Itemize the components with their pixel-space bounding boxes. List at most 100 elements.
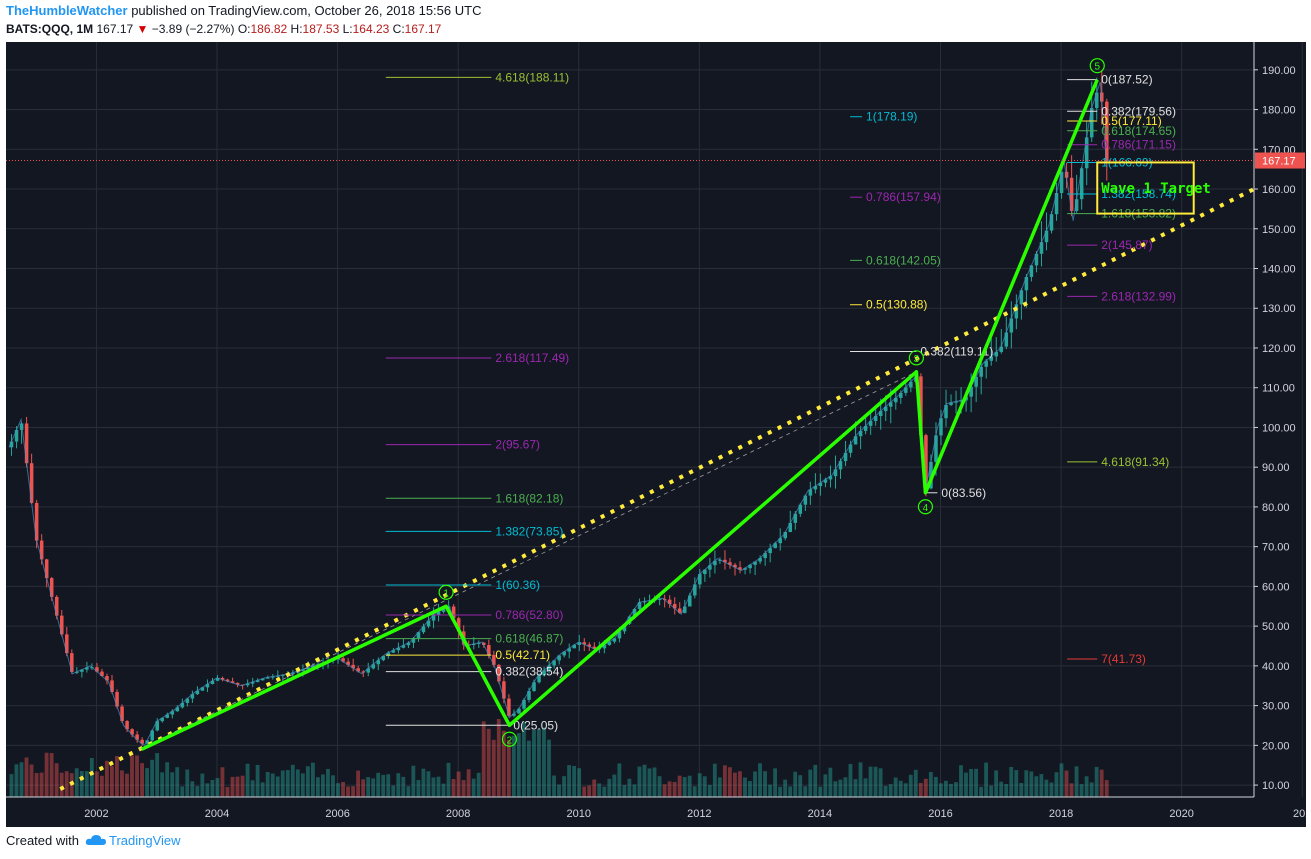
- candle-body: [1029, 265, 1034, 277]
- volume-bar: [768, 784, 772, 797]
- volume-bar: [175, 767, 180, 797]
- candle-body: [959, 400, 963, 402]
- y-tick-label: 110.00: [1262, 383, 1295, 395]
- y-tick-label: 150.00: [1262, 224, 1296, 236]
- candle-body: [517, 708, 521, 714]
- volume-bar: [260, 782, 265, 797]
- candle-body: [14, 429, 19, 442]
- volume-bar: [245, 763, 250, 797]
- volume-bar: [195, 786, 200, 797]
- candle-body: [130, 729, 134, 735]
- candle-body: [1074, 199, 1079, 211]
- volume-bar: [1079, 784, 1084, 797]
- volume-bar: [868, 766, 873, 797]
- candle-body: [406, 642, 411, 646]
- candle-body: [436, 611, 441, 615]
- volume-bar: [933, 776, 938, 797]
- volume-bar: [727, 767, 732, 797]
- candle-body: [24, 423, 29, 464]
- volume-bar: [476, 772, 481, 797]
- candle-body: [758, 558, 762, 562]
- wave-marker: [501, 731, 518, 747]
- y-tick-label: 60.00: [1262, 581, 1290, 593]
- candle-body: [562, 651, 566, 656]
- volume-bar: [481, 721, 486, 797]
- fib-label: 0.786(171.15): [1101, 138, 1176, 152]
- volume-bar: [883, 785, 888, 797]
- fib-label: 0(187.52): [1101, 73, 1152, 87]
- volume-bar: [808, 769, 813, 797]
- candle-body: [34, 502, 39, 541]
- candle-body: [793, 513, 798, 523]
- candle-body: [260, 678, 265, 681]
- price-chart[interactable]: 4.618(188.11) 2.618(117.49) 2(95.67) 1.618(…: [6, 42, 1306, 827]
- volume-bar: [210, 780, 215, 797]
- candle-body: [788, 522, 793, 533]
- candle-body: [567, 648, 571, 652]
- x-tick-label: 2008: [446, 808, 470, 820]
- candle-body: [507, 698, 511, 716]
- volume-bar: [315, 777, 320, 797]
- wave-marker: [438, 584, 454, 600]
- candle-body: [708, 565, 712, 570]
- volume-bar: [426, 771, 431, 797]
- volume-bar: [406, 786, 411, 797]
- volume-bar: [125, 773, 129, 797]
- volume-bar: [300, 773, 305, 797]
- candle-body: [592, 646, 597, 649]
- volume-bar: [954, 782, 958, 797]
- candle-body: [863, 425, 868, 431]
- volume-bar: [717, 777, 722, 797]
- volume-bar: [918, 782, 923, 797]
- volume-bar: [1039, 774, 1044, 797]
- candle-body: [205, 684, 210, 688]
- candle-body: [150, 730, 154, 741]
- candle-body: [803, 495, 808, 505]
- fib-label: 0.5(42.71): [495, 648, 550, 662]
- author-link[interactable]: TheHumbleWatcher: [6, 3, 128, 18]
- volume-bar: [170, 772, 175, 797]
- fib-label: 0.618(174.65): [1101, 124, 1176, 138]
- volume-bar: [336, 783, 340, 797]
- candle-body: [743, 568, 747, 570]
- volume-bar: [697, 773, 702, 797]
- candle-body: [522, 699, 526, 709]
- volume-bar: [783, 779, 788, 797]
- volume-bar: [386, 774, 391, 797]
- volume-bar: [547, 739, 551, 797]
- volume-bar: [994, 770, 999, 797]
- tradingview-link[interactable]: TradingView: [108, 833, 181, 848]
- candle-body: [306, 667, 310, 670]
- volume-bar: [647, 768, 652, 797]
- candle-body: [311, 666, 315, 668]
- fib-label: 0.618(142.05): [866, 253, 941, 267]
- volume-bar: [230, 776, 235, 797]
- y-tick-label: 30.00: [1262, 701, 1290, 713]
- candle-body: [371, 664, 376, 669]
- volume-bar: [557, 784, 561, 797]
- candle-body: [703, 569, 707, 575]
- last-price-label: 167.17: [1262, 156, 1296, 168]
- candle-body: [421, 626, 426, 633]
- candle-body: [356, 668, 360, 672]
- volume-bar: [155, 753, 160, 797]
- candle-body: [783, 532, 788, 539]
- candle-body: [135, 734, 139, 740]
- volume-bar: [898, 780, 903, 797]
- target-box: [1096, 161, 1195, 215]
- x-tick-label: 2004: [205, 808, 229, 820]
- volume-bar: [969, 768, 973, 797]
- target-label: Wave 1 Target: [1101, 181, 1211, 197]
- candle-body: [552, 660, 556, 666]
- tradingview-cloud-icon: [85, 834, 107, 849]
- candle-body: [291, 672, 295, 675]
- fib-label: 0.618(46.87): [495, 632, 563, 646]
- volume-bar: [376, 772, 381, 797]
- volume-bar: [341, 781, 345, 797]
- volume-bar: [913, 769, 918, 797]
- candle-body: [341, 658, 345, 662]
- volume-bar: [346, 786, 350, 797]
- candle-body: [883, 406, 888, 412]
- volume-bar: [1064, 770, 1069, 797]
- volume-bar: [873, 766, 878, 797]
